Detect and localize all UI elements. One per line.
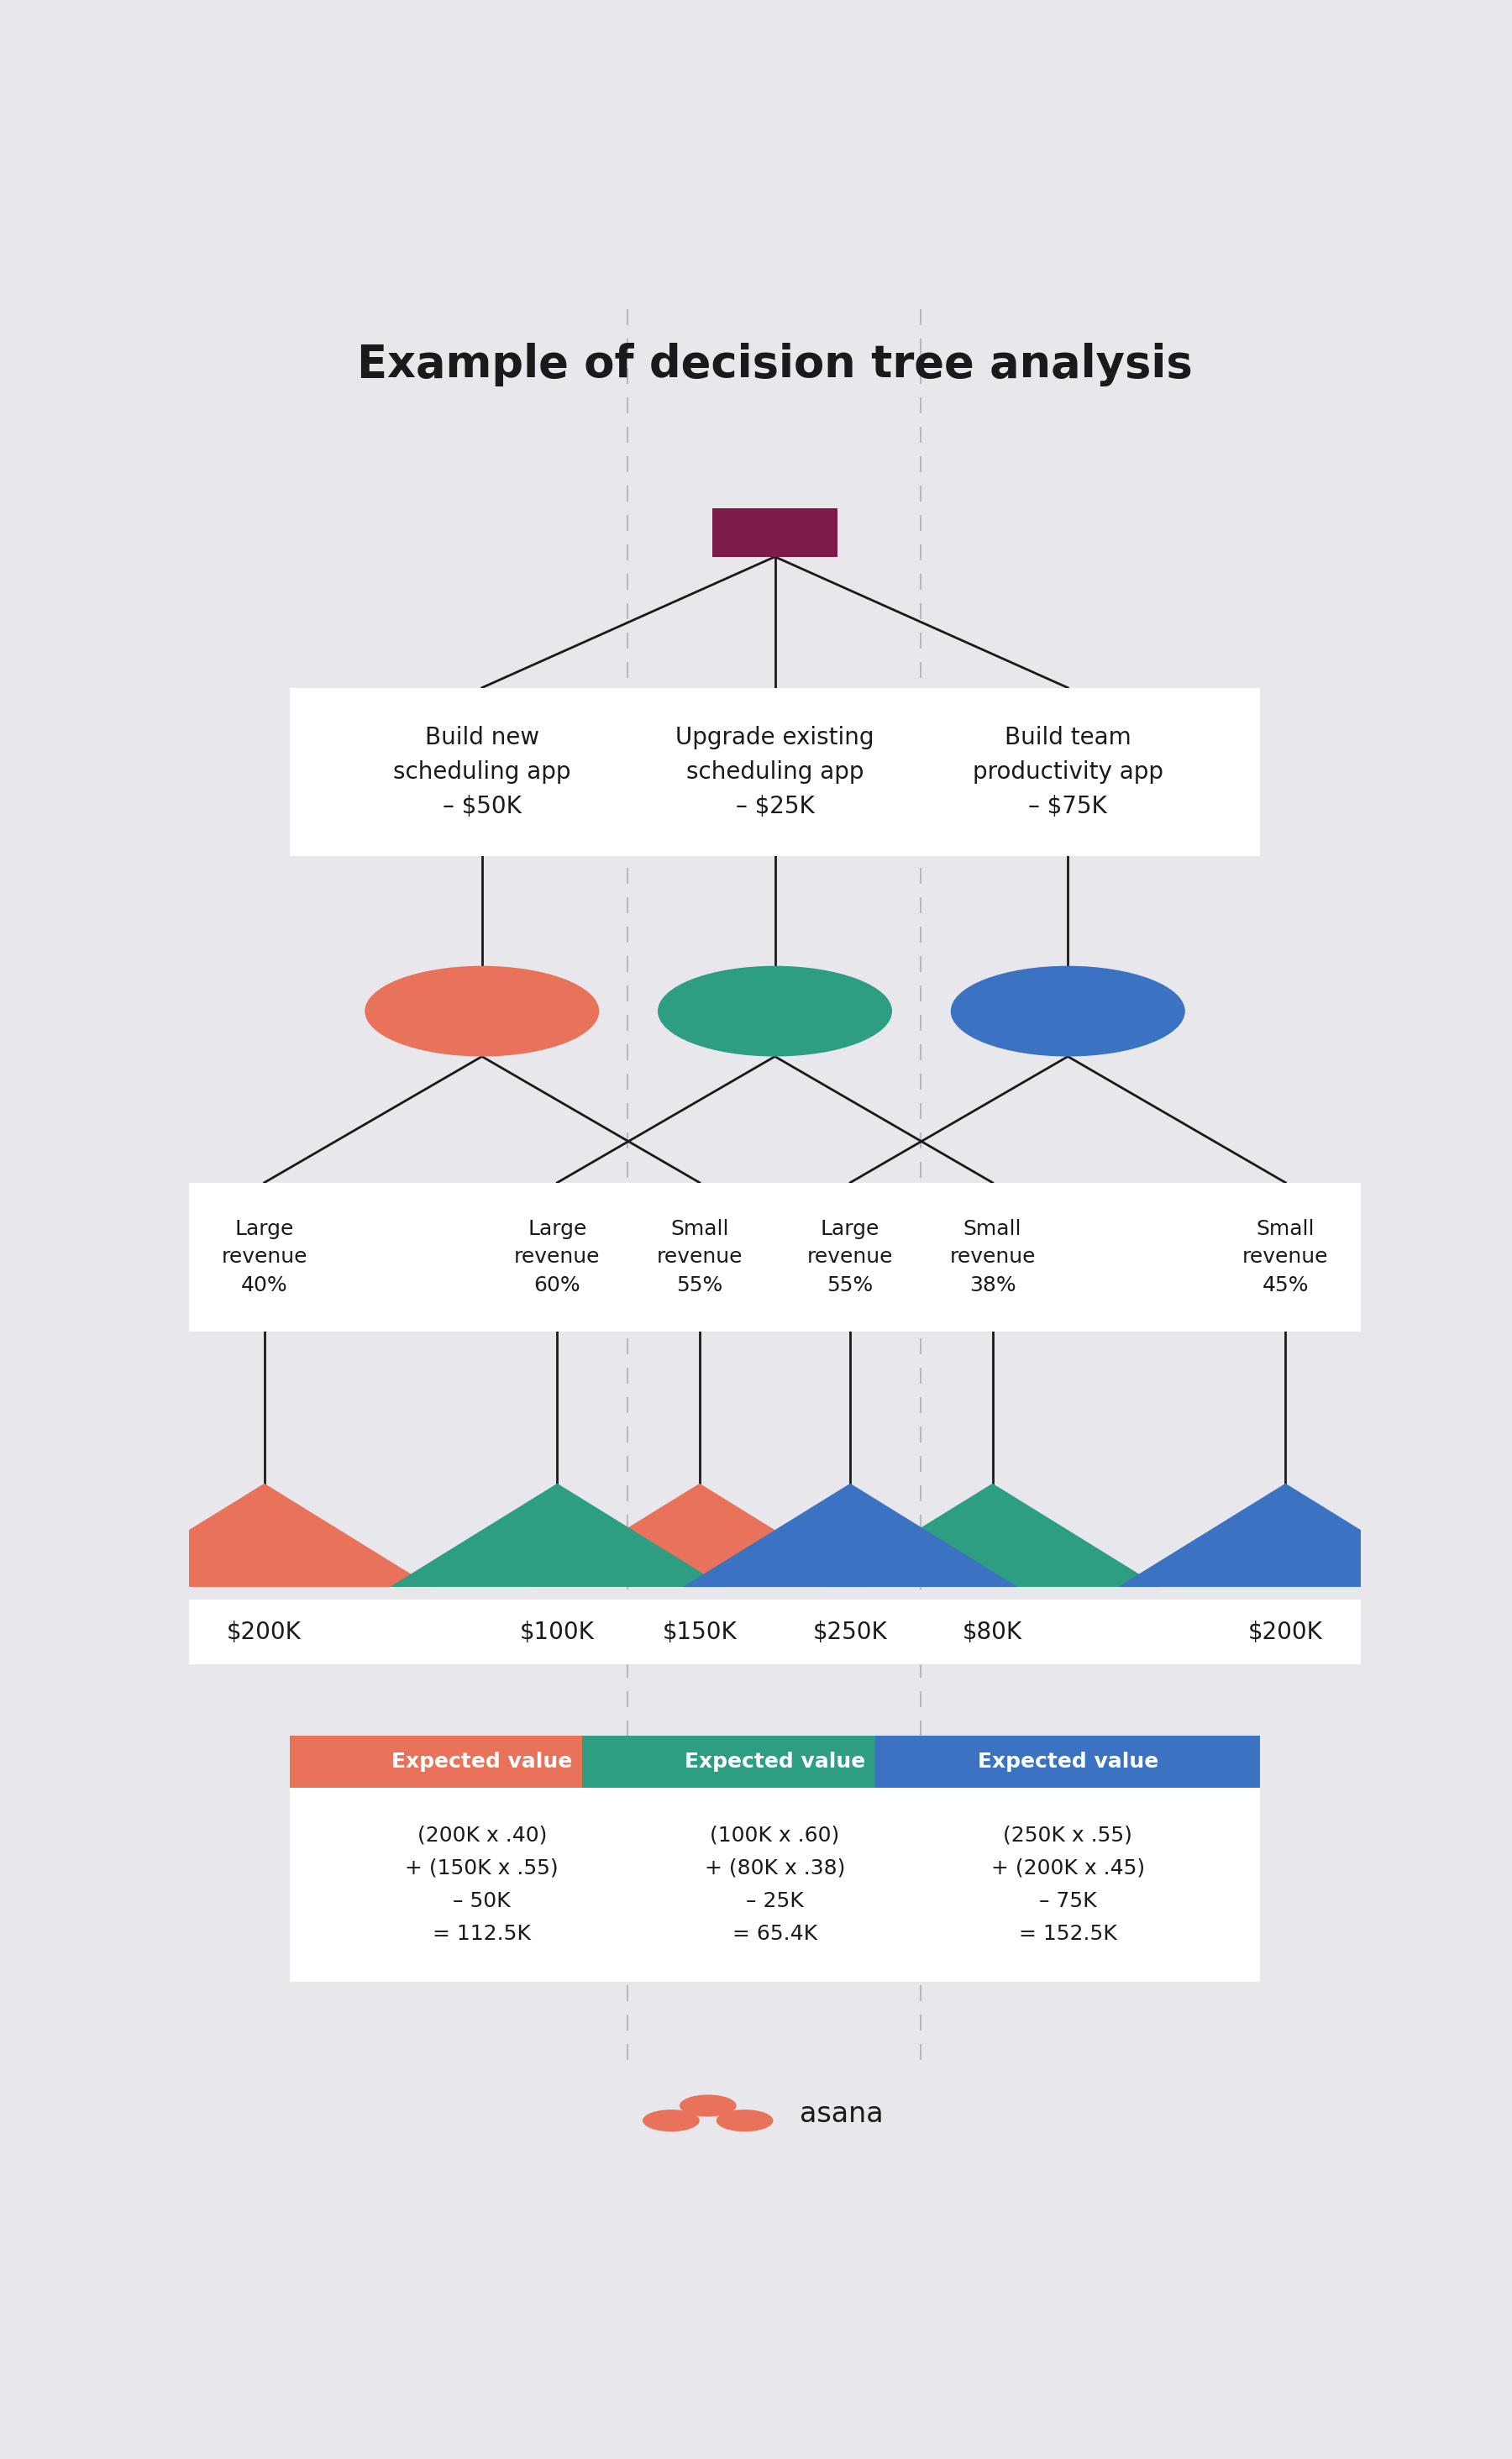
FancyBboxPatch shape	[582, 1736, 968, 1788]
Text: Large
revenue
40%: Large revenue 40%	[221, 1220, 307, 1296]
Text: Expected value: Expected value	[977, 1751, 1158, 1770]
FancyBboxPatch shape	[553, 1601, 847, 1665]
Polygon shape	[97, 1483, 432, 1586]
Text: Small
revenue
55%: Small revenue 55%	[656, 1220, 742, 1296]
FancyBboxPatch shape	[582, 689, 968, 856]
Circle shape	[658, 966, 892, 1057]
Text: Expected value: Expected value	[685, 1751, 865, 1770]
FancyBboxPatch shape	[118, 1601, 411, 1665]
Text: (200K x .40)
+ (150K x .55)
– 50K
= 112.5K: (200K x .40) + (150K x .55) – 50K = 112.…	[405, 1825, 558, 1945]
Text: $150K: $150K	[662, 1620, 736, 1645]
FancyBboxPatch shape	[875, 1736, 1261, 1788]
FancyBboxPatch shape	[1136, 1183, 1436, 1330]
Text: Example of decision tree analysis: Example of decision tree analysis	[357, 342, 1193, 386]
FancyBboxPatch shape	[549, 1183, 850, 1330]
FancyBboxPatch shape	[875, 689, 1261, 856]
FancyBboxPatch shape	[113, 1183, 414, 1330]
Text: $200K: $200K	[227, 1620, 302, 1645]
FancyBboxPatch shape	[842, 1183, 1143, 1330]
Polygon shape	[1117, 1483, 1453, 1586]
Polygon shape	[532, 1483, 866, 1586]
FancyBboxPatch shape	[700, 1183, 1001, 1330]
FancyBboxPatch shape	[703, 1601, 996, 1665]
Text: asana: asana	[800, 2100, 883, 2127]
FancyBboxPatch shape	[712, 509, 838, 556]
Text: (100K x .60)
+ (80K x .38)
– 25K
= 65.4K: (100K x .60) + (80K x .38) – 25K = 65.4K	[705, 1825, 845, 1945]
Text: Build new
scheduling app
– $50K: Build new scheduling app – $50K	[393, 725, 572, 819]
Circle shape	[679, 2095, 736, 2117]
Text: Build team
productivity app
– $75K: Build team productivity app – $75K	[972, 725, 1163, 819]
Text: $80K: $80K	[963, 1620, 1022, 1645]
FancyBboxPatch shape	[847, 1601, 1139, 1665]
FancyBboxPatch shape	[289, 1736, 674, 1788]
Text: Small
revenue
45%: Small revenue 45%	[1243, 1220, 1329, 1296]
FancyBboxPatch shape	[875, 1788, 1261, 1982]
Text: Small
revenue
38%: Small revenue 38%	[950, 1220, 1036, 1296]
Text: $200K: $200K	[1247, 1620, 1323, 1645]
Circle shape	[951, 966, 1185, 1057]
FancyBboxPatch shape	[411, 1601, 703, 1665]
Text: Large
revenue
60%: Large revenue 60%	[514, 1220, 600, 1296]
FancyBboxPatch shape	[407, 1183, 708, 1330]
FancyBboxPatch shape	[289, 689, 674, 856]
Text: (250K x .55)
+ (200K x .45)
– 75K
= 152.5K: (250K x .55) + (200K x .45) – 75K = 152.…	[990, 1825, 1145, 1945]
Circle shape	[643, 2110, 700, 2132]
Circle shape	[364, 966, 599, 1057]
Polygon shape	[390, 1483, 724, 1586]
Text: Large
revenue
55%: Large revenue 55%	[807, 1220, 894, 1296]
FancyBboxPatch shape	[1139, 1601, 1432, 1665]
Polygon shape	[683, 1483, 1018, 1586]
Polygon shape	[826, 1483, 1160, 1586]
FancyBboxPatch shape	[582, 1788, 968, 1982]
Text: $100K: $100K	[520, 1620, 594, 1645]
Text: Expected value: Expected value	[392, 1751, 573, 1770]
FancyBboxPatch shape	[289, 1788, 674, 1982]
Text: Upgrade existing
scheduling app
– $25K: Upgrade existing scheduling app – $25K	[676, 725, 874, 819]
Text: $250K: $250K	[813, 1620, 888, 1645]
Circle shape	[717, 2110, 773, 2132]
